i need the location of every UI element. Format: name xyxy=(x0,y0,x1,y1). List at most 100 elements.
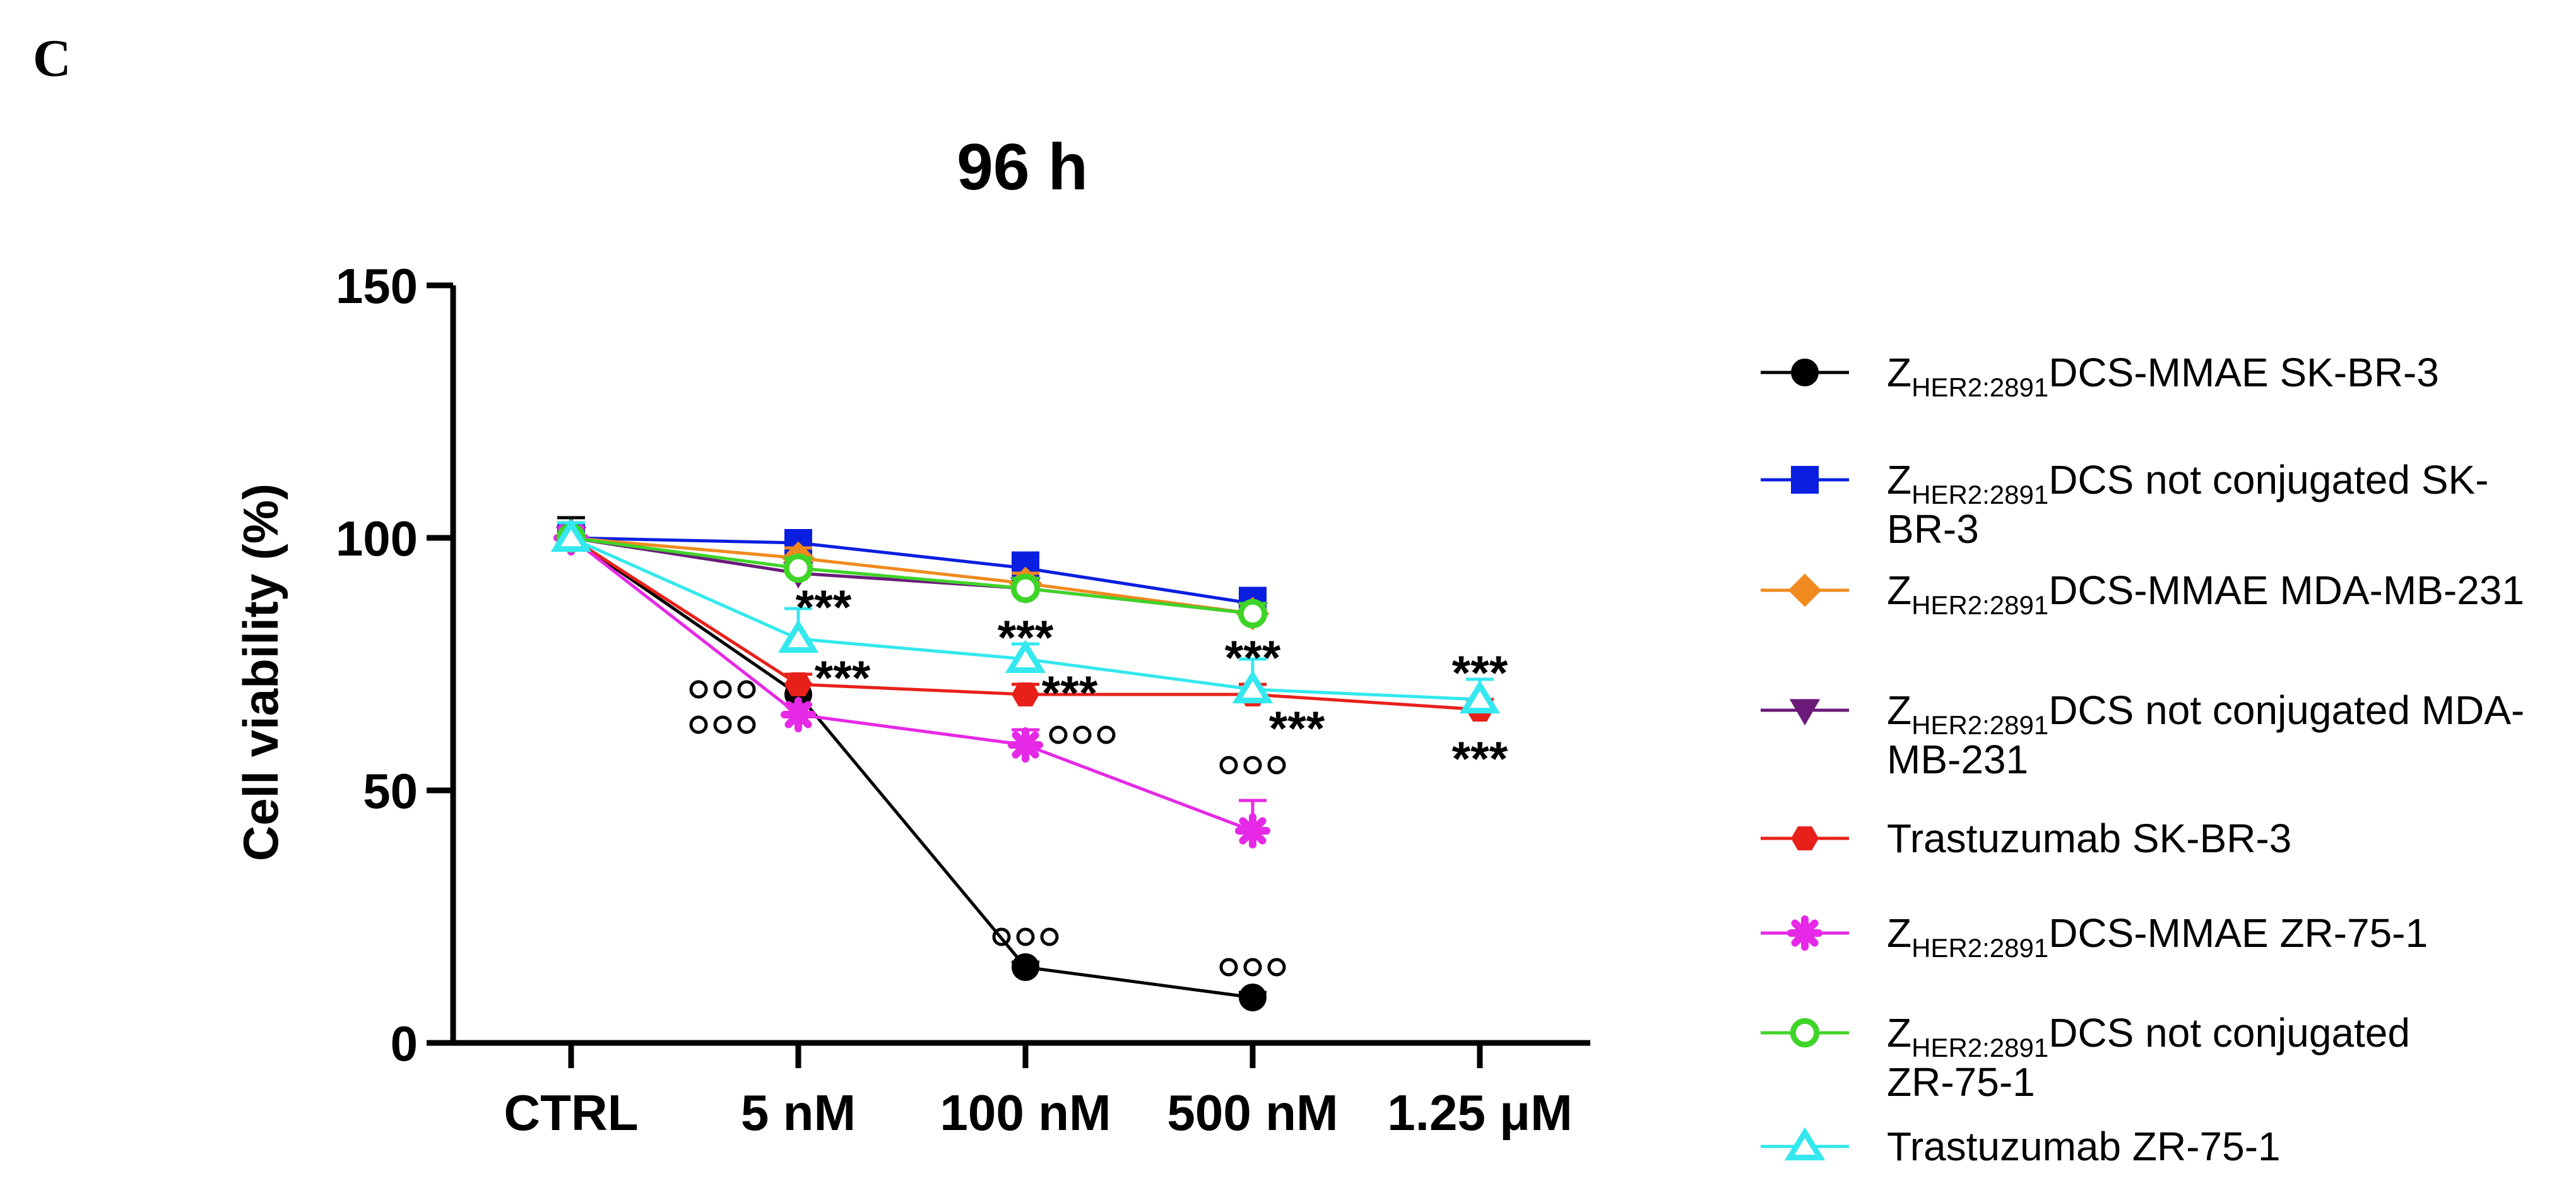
legend-label-line2: ZR-75-1 xyxy=(1887,1059,2035,1105)
ooo-dot xyxy=(992,927,1011,946)
legend-item-5: ZHER2:2891DCS-MMAE ZR-75-1 xyxy=(1761,910,2428,963)
data-point xyxy=(784,672,812,697)
axes: 0 50 100 150 CTRL 5 nM 100 nM 500 nM 1.25 μM xyxy=(336,258,1590,1141)
ooo-dot xyxy=(713,680,732,699)
ooo-dot xyxy=(1097,725,1116,744)
y-tick-label: 150 xyxy=(336,258,418,314)
legend-item-1: ZHER2:2891DCS not conjugated SK-BR-3 xyxy=(1761,457,2489,552)
series-2 xyxy=(554,521,1270,631)
ooo-dot xyxy=(689,680,708,699)
significance-stars: *** xyxy=(1269,702,1325,756)
legend-label: Trastuzumab SK-BR-3 xyxy=(1887,816,2291,861)
data-point xyxy=(781,697,816,732)
data-point xyxy=(1239,984,1267,1011)
legend-marker xyxy=(1791,466,1819,494)
legend-item-3: ZHER2:2891DCS not conjugated MDA-MB-231 xyxy=(1761,687,2524,782)
ooo-dot xyxy=(1267,958,1286,977)
ooo-dot xyxy=(737,715,756,734)
y-tick-label: 0 xyxy=(391,1016,418,1071)
ooo-dot xyxy=(1073,725,1092,744)
data-point-stroke xyxy=(1012,731,1039,759)
ooo-dot xyxy=(1243,756,1262,775)
legend-marker-stroke xyxy=(1791,919,1819,947)
ooo-annotation xyxy=(992,927,1059,946)
legend-marker xyxy=(1790,1018,1820,1048)
legend-item-4: Trastuzumab SK-BR-3 xyxy=(1761,816,2291,861)
series-line xyxy=(570,536,1253,999)
legend-marker xyxy=(1787,915,1823,951)
legend-item-0: ZHER2:2891DCS-MMAE SK-BR-3 xyxy=(1761,350,2439,402)
legend-label: ZHER2:2891DCS-MMAE MDA-MB-231 xyxy=(1887,568,2524,620)
series-0 xyxy=(557,516,1267,1011)
legend-marker xyxy=(1788,573,1822,607)
data-point xyxy=(1238,598,1268,629)
ooo-dot xyxy=(1219,958,1238,977)
data-point xyxy=(1012,953,1039,981)
ooo-dot xyxy=(1243,958,1262,977)
data-point xyxy=(550,518,592,552)
x-tick-label: CTRL xyxy=(504,1085,638,1141)
ooo-annotation xyxy=(1219,756,1286,775)
legend-label: ZHER2:2891DCS-MMAE ZR-75-1 xyxy=(1887,910,2428,963)
legend-marker xyxy=(1791,826,1819,851)
data-point xyxy=(1010,573,1041,604)
series-line xyxy=(570,536,1253,605)
series-line xyxy=(570,537,1253,833)
panel-label: C xyxy=(33,29,71,88)
x-tick-label: 100 nM xyxy=(940,1085,1111,1141)
x-tick-label: 500 nM xyxy=(1167,1085,1338,1141)
y-tick-label: 50 xyxy=(363,763,418,819)
legend-label: ZHER2:2891DCS not conjugated SK- xyxy=(1887,457,2489,509)
ooo-annotation xyxy=(1219,958,1286,977)
data-point-stroke xyxy=(784,701,812,729)
series-line xyxy=(570,536,1253,616)
legend-label: Trastuzumab ZR-75-1 xyxy=(1887,1124,2281,1169)
x-tick-label: 5 nM xyxy=(741,1085,856,1141)
legend-label-line2: MB-231 xyxy=(1887,737,2028,782)
significance-stars: *** xyxy=(998,611,1054,665)
data-point xyxy=(1008,727,1043,763)
data-point-stroke xyxy=(1239,817,1267,845)
data-point xyxy=(1005,640,1046,674)
significance-stars: *** xyxy=(1452,646,1508,700)
ooo-annotation xyxy=(689,715,756,734)
data-point xyxy=(1012,682,1039,707)
y-tick-label: 100 xyxy=(336,511,418,566)
data-point xyxy=(1235,813,1270,848)
series-line xyxy=(570,536,1253,616)
ooo-dot xyxy=(689,715,708,734)
legend: ZHER2:2891DCS-MMAE SK-BR-3 ZHER2:2891DCS … xyxy=(1761,350,2524,1169)
ooo-dot xyxy=(713,715,732,734)
legend-marker xyxy=(1791,359,1819,386)
ooo-annotation xyxy=(689,680,756,699)
chart-title: 96 h xyxy=(957,131,1088,204)
data-point xyxy=(1232,670,1273,704)
ooo-dot xyxy=(1016,927,1035,946)
ooo-dot xyxy=(1040,927,1059,946)
legend-item-2: ZHER2:2891DCS-MMAE MDA-MB-231 xyxy=(1761,568,2524,620)
significance-stars: *** xyxy=(1225,631,1281,685)
ooo-dot xyxy=(1267,756,1286,775)
data-point xyxy=(783,553,813,583)
significance-stars: *** xyxy=(796,581,852,634)
significance-stars: *** xyxy=(1452,732,1508,786)
significance-annotations: ************************ xyxy=(689,581,1508,977)
legend-label: ZHER2:2891DCS not conjugated MDA- xyxy=(1887,687,2524,740)
legend-label: ZHER2:2891DCS-MMAE SK-BR-3 xyxy=(1887,350,2439,402)
series-7 xyxy=(550,518,1501,714)
significance-stars: *** xyxy=(815,652,871,705)
ooo-annotation xyxy=(1049,725,1116,744)
legend-label: ZHER2:2891DCS not conjugated xyxy=(1887,1010,2410,1062)
legend-label-line2: BR-3 xyxy=(1887,506,1979,552)
ooo-dot xyxy=(737,680,756,699)
ooo-dot xyxy=(1219,756,1238,775)
series-layer xyxy=(550,516,1501,1011)
significance-stars: *** xyxy=(1042,667,1098,720)
x-tick-label: 1.25 μM xyxy=(1387,1085,1573,1141)
ooo-dot xyxy=(1049,725,1068,744)
data-point xyxy=(1459,680,1501,714)
legend-item-7: Trastuzumab ZR-75-1 xyxy=(1761,1124,2281,1169)
y-axis-label: Cell viability (%) xyxy=(233,484,288,861)
